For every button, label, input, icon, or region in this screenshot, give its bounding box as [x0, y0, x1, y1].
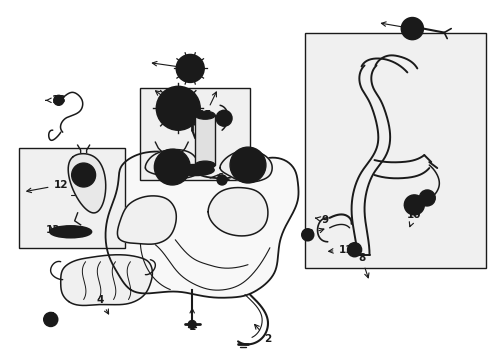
Bar: [19, 148, 125, 248]
Polygon shape: [117, 196, 176, 244]
Ellipse shape: [195, 161, 215, 169]
Polygon shape: [61, 255, 152, 305]
Text: 16: 16: [178, 165, 192, 175]
Circle shape: [301, 229, 313, 241]
Text: 3: 3: [305, 228, 323, 239]
Bar: [140, 88, 249, 180]
Text: 2: 2: [254, 324, 271, 345]
Text: 11: 11: [328, 245, 352, 255]
Text: 6: 6: [216, 173, 229, 183]
Circle shape: [44, 312, 58, 327]
Polygon shape: [220, 150, 272, 182]
Bar: [304, 32, 485, 268]
Ellipse shape: [176, 165, 214, 176]
Text: 13: 13: [45, 225, 60, 235]
Polygon shape: [105, 152, 298, 298]
Circle shape: [401, 18, 423, 40]
Circle shape: [419, 190, 434, 206]
Circle shape: [188, 320, 196, 328]
Text: 8: 8: [357, 253, 368, 278]
Circle shape: [216, 110, 232, 126]
Text: 4: 4: [97, 294, 108, 314]
Text: 5: 5: [44, 312, 54, 323]
Text: 9: 9: [315, 215, 327, 225]
Circle shape: [54, 95, 63, 105]
Text: 1: 1: [188, 309, 195, 332]
Text: 7: 7: [381, 22, 415, 33]
Circle shape: [404, 195, 424, 215]
Text: 12: 12: [27, 180, 68, 193]
Circle shape: [347, 243, 361, 257]
Ellipse shape: [195, 111, 215, 119]
Text: 15: 15: [198, 92, 216, 120]
Text: 18: 18: [46, 95, 66, 105]
Circle shape: [176, 54, 203, 82]
Circle shape: [229, 147, 265, 183]
Bar: [195, 115, 215, 165]
Text: 17: 17: [152, 62, 197, 73]
Text: 10: 10: [406, 210, 421, 227]
Polygon shape: [208, 188, 267, 236]
Text: 14: 14: [155, 91, 185, 113]
Circle shape: [154, 149, 190, 185]
Ellipse shape: [50, 226, 91, 238]
Polygon shape: [68, 154, 105, 213]
Circle shape: [156, 86, 200, 130]
Text: 19: 19: [217, 113, 231, 123]
Polygon shape: [145, 149, 200, 179]
Circle shape: [217, 175, 226, 185]
Circle shape: [72, 163, 95, 187]
